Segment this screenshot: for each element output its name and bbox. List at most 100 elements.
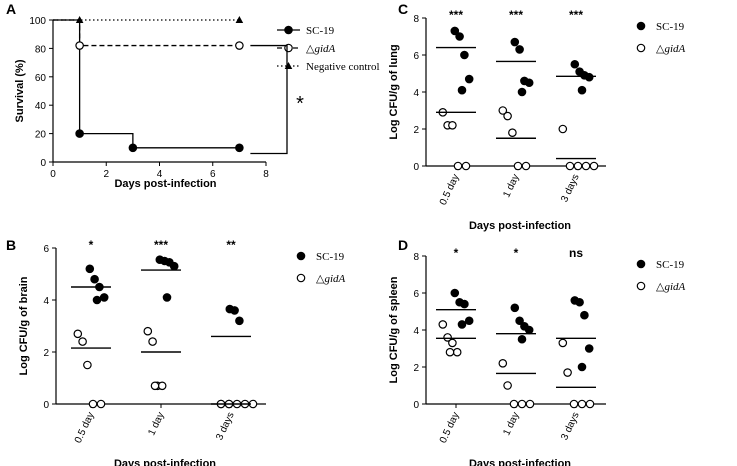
data-point [524,325,534,335]
data-point [92,295,102,305]
legend-label-main: gidA [664,281,685,293]
data-point [460,50,469,60]
data-point [509,399,519,409]
data-point [96,399,106,409]
data-point [461,161,471,171]
data-point [443,333,452,342]
y-tick-label: 0 [413,400,419,411]
x-tick-label: 4 [157,169,163,180]
data-point [448,338,457,348]
data-point [580,310,589,320]
panel-label-a: A [6,1,16,17]
y-tick-label: 0 [40,158,46,169]
data-point [525,399,535,409]
data-point [455,32,464,41]
significance-bracket [250,44,288,155]
x-tick-label: 3 days [559,411,581,442]
legend-marker [636,21,646,31]
data-point [515,316,524,326]
series-2 [53,16,244,23]
data-point [143,326,153,336]
x-tick-label: 1 day [501,173,521,200]
data-point [464,316,474,326]
data-point [78,337,87,346]
significance-marker: ** [226,238,236,252]
legend-label-main: gidA [664,43,685,55]
legend-label-prefix: △ [306,43,315,55]
significance-marker: * [514,246,519,260]
data-point [577,85,587,95]
series-0 [53,19,244,153]
data-point [503,111,512,121]
survival-marker [128,143,138,153]
data-point [460,299,469,309]
y-tick-label: 4 [413,326,419,337]
x-tick-label: 3 days [559,173,581,204]
y-axis-title: Survival (%) [14,59,26,122]
legend-label: Negative control [306,61,380,73]
legend-label: SC-19 [656,259,685,271]
data-point [445,347,455,357]
x-tick-label: 0.5 day [73,411,97,445]
data-point [584,72,594,82]
data-point [570,59,580,69]
data-point [573,161,583,171]
data-point [558,124,568,134]
significance-marker: *** [154,238,168,252]
data-point [517,334,527,344]
x-tick-label: 0 [50,169,56,180]
data-point [517,399,527,409]
data-point [162,293,172,302]
data-point [148,337,157,346]
panel-label-b: B [6,237,16,253]
legend-label-prefix: △ [656,281,665,293]
survival-line [53,19,240,47]
data-point [510,37,520,47]
data-point [577,362,587,372]
x-axis-title: Days post-infection [469,220,571,232]
survival-marker [75,129,84,138]
data-point [589,161,599,171]
legend-marker [636,281,646,291]
significance-marker: ns [569,246,583,260]
panel-c: C 0 2 4 6 8 0.5 day *** 1 day *** 3 days *** Days po… [388,1,686,232]
y-axis-title: Log CFU/g of lung [388,44,400,139]
data-point [581,161,591,171]
y-tick-label: 20 [35,130,47,141]
panel-b: B 0 2 4 6 0.5 day * 1 day *** 3 days ** Days post-i… [6,237,346,466]
legend-label: SC-19 [306,25,335,37]
significance-marker: *** [449,8,463,22]
legend-label: SC-19 [316,251,345,263]
significance-marker: * [296,93,304,115]
data-point [230,306,239,315]
y-tick-label: 2 [413,125,419,136]
y-tick-label: 6 [43,244,49,255]
data-point [521,161,531,171]
significance-marker: * [454,246,459,260]
x-axis-title: Days post-infection [469,458,571,466]
x-tick-label: 0.5 day [438,173,462,207]
y-tick-label: 8 [413,14,419,25]
data-point [450,288,460,298]
survival-marker [235,16,244,23]
y-tick-label: 80 [35,44,47,55]
data-point [99,293,109,302]
data-point [498,358,508,368]
panel-d: D 0 2 4 6 8 0.5 day * 1 day * 3 days ns Days post-in… [388,237,686,466]
data-point [575,297,584,307]
x-tick-label: 0.5 day [438,411,462,445]
survival-marker [235,143,244,153]
survival-line [53,19,240,149]
data-point [503,381,512,390]
legend: SC-19 △gidA Negative control [277,25,380,73]
legend: SC-19 △gidA [296,251,346,285]
data-point [450,26,460,36]
series-0 [436,26,596,97]
data-point [569,399,579,409]
legend-marker [284,25,293,35]
y-tick-label: 0 [413,162,419,173]
data-point [577,399,587,409]
x-tick-label: 3 days [214,411,236,442]
series-1 [436,106,599,171]
